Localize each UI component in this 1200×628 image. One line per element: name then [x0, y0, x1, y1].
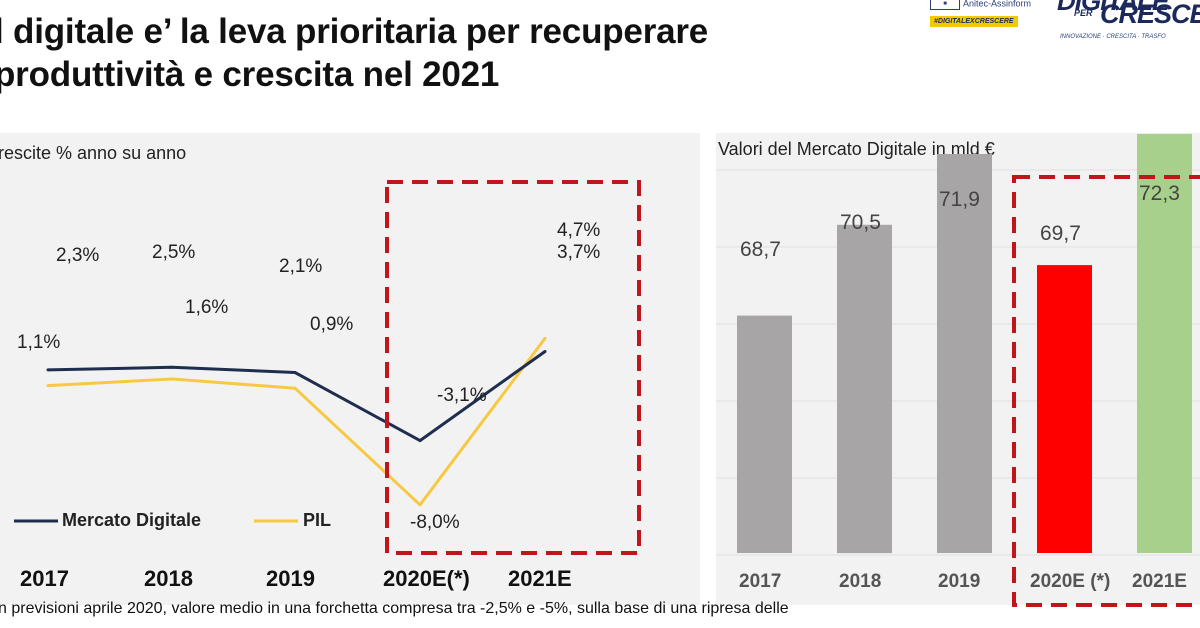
pil-point — [293, 386, 297, 390]
bar — [837, 224, 892, 554]
bar — [1037, 265, 1092, 553]
pil-data-label: 0,9% — [310, 314, 354, 335]
bar-x-tick-label: 2017 — [739, 571, 782, 592]
pil-data-label: -8,0% — [410, 512, 460, 533]
pil-data-label: 1,6% — [185, 297, 229, 318]
hashtag-badge: #DIGITALEXCRESCERE — [930, 16, 1018, 27]
line-x-tick-label: 2017 — [20, 566, 69, 591]
bar-data-label: 71,9 — [939, 188, 980, 211]
footnote: n previsioni aprile 2020, valore medio i… — [0, 600, 789, 617]
pil-point — [543, 336, 547, 340]
legend-pil-label: PIL — [303, 510, 332, 530]
pil-line — [47, 337, 547, 507]
line-x-tick-label: 2018 — [144, 566, 193, 591]
bar-x-tick-label: 2021E — [1132, 571, 1187, 592]
bar — [1137, 133, 1192, 553]
brand-logo-top: DIGITALE — [1057, 0, 1169, 16]
bar-data-label: 69,7 — [1040, 222, 1081, 245]
brand-logo-per: PER — [1074, 8, 1093, 18]
bar-x-tick-label: 2019 — [938, 571, 981, 592]
bar-data-label: 70,5 — [840, 211, 881, 234]
pil-point — [46, 384, 50, 388]
title-line-2: produttività e crescita nel 2021 — [0, 55, 500, 94]
line-chart-subtitle: rescite % anno su anno — [0, 143, 187, 163]
bar-x-tick-label: 2020E (*) — [1030, 571, 1111, 592]
mercato-point — [170, 365, 174, 369]
pil-data-label: 1,1% — [17, 332, 61, 353]
line-x-tick-label: 2020E(*) — [383, 566, 470, 591]
bar-data-label: 72,3 — [1139, 182, 1180, 205]
bar — [737, 315, 792, 553]
mercato-data-label: 2,3% — [56, 245, 100, 266]
line-x-tick-label: 2021E — [508, 566, 572, 591]
bar-data-label: 68,7 — [740, 238, 781, 261]
anitec-mark-icon: ■ — [930, 0, 960, 10]
bar-x-tick-label: 2018 — [839, 571, 882, 592]
logos-area: ■ Anitec-Assinform #DIGITALEXCRESCERE DIG… — [922, 0, 1200, 46]
title-line-1: l digitale e’ la leva prioritaria per re… — [0, 12, 709, 51]
pil-point — [170, 377, 174, 381]
page-title: l digitale e’ la leva prioritaria per re… — [0, 10, 708, 96]
mercato-data-label: 3,7% — [557, 242, 601, 263]
bar-chart-highlight-box — [1012, 175, 1200, 607]
pil-point — [418, 503, 422, 507]
mercato-point — [293, 371, 297, 374]
brand-logo-bottom: CRESCE — [1100, 0, 1200, 29]
mercato-data-label: 2,5% — [152, 242, 196, 263]
mercato-point — [418, 439, 422, 443]
mercato-point — [46, 368, 50, 372]
mercato-point — [543, 350, 547, 353]
line-x-tick-label: 2019 — [266, 566, 315, 591]
assinform-text: Anitec-Assinform — [963, 0, 1032, 9]
bar — [937, 154, 992, 553]
legend-mercato-label: Mercato Digitale — [62, 510, 202, 530]
pil-data-label: 4,7% — [557, 220, 601, 241]
brand-logo-tagline: INNOVAZIONE · CRESCITA · TRASFO — [1060, 34, 1166, 40]
line-chart-highlight-box — [385, 180, 641, 555]
bar-chart-subtitle: Valori del Mercato Digitale in mld € — [718, 139, 995, 159]
mercato-data-label: 2,1% — [279, 256, 323, 277]
mercato-data-label: -3,1% — [437, 385, 487, 406]
assinform-logo: ■ Anitec-Assinform — [930, 0, 1031, 10]
